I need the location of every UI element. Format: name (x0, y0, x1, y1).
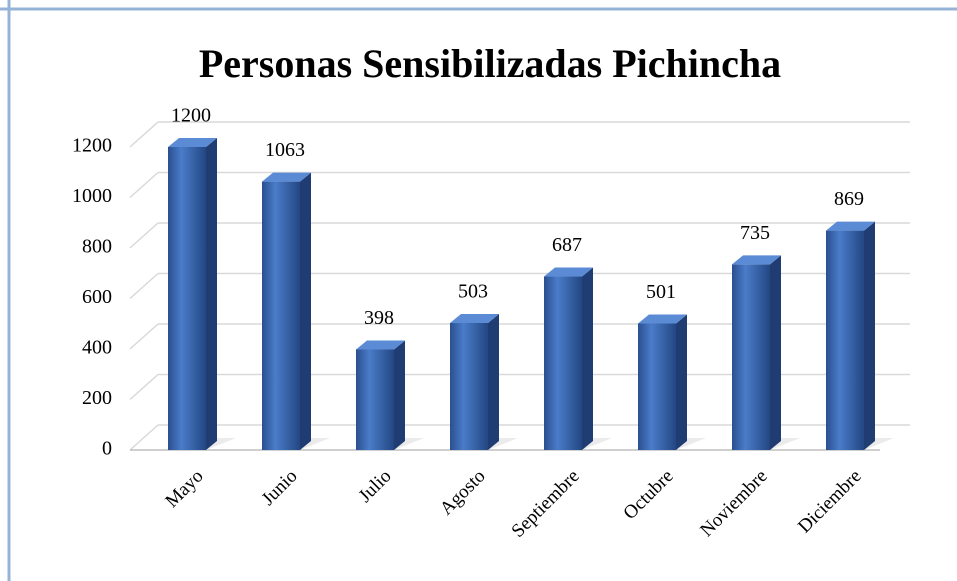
grid-line-side (129, 323, 159, 350)
bar (450, 322, 488, 450)
bar-side (864, 221, 875, 450)
value-label: 687 (552, 234, 582, 256)
bar-top (262, 172, 311, 182)
bar-top (168, 138, 217, 147)
bar (262, 181, 300, 450)
value-label: 1200 (171, 105, 211, 127)
bar-top (826, 221, 875, 231)
bar-side (488, 313, 499, 450)
grid-line-side (129, 121, 159, 148)
bar-side (770, 255, 781, 450)
grid-line-side (129, 272, 159, 300)
bar (544, 276, 582, 450)
grid-line-side (129, 373, 159, 401)
value-label: 503 (458, 281, 488, 303)
bar-side (394, 340, 405, 450)
y-tick-label: 0 (102, 438, 112, 460)
chart-title: Personas Sensibilizadas Pichincha (199, 41, 781, 86)
y-tick-label: 1200 (72, 135, 112, 157)
bar-side (676, 314, 687, 450)
value-label: 869 (834, 188, 864, 210)
bar (826, 230, 864, 450)
value-label: 1063 (265, 139, 305, 161)
y-tick-label: 400 (82, 337, 112, 359)
bar-top (450, 313, 499, 323)
value-label: 735 (740, 222, 770, 244)
bar-top (638, 314, 687, 324)
bar-top (544, 267, 593, 277)
bar (168, 147, 206, 450)
bar-side (206, 138, 217, 450)
y-tick-label: 1000 (72, 185, 112, 207)
bar-side (300, 172, 311, 450)
grid-line-side (129, 424, 159, 451)
value-label: 501 (646, 281, 676, 303)
bar-top (732, 255, 781, 265)
bar (732, 264, 770, 450)
y-tick-label: 600 (82, 286, 112, 308)
value-label: 398 (364, 307, 394, 329)
bar (638, 323, 676, 450)
grid-line-side (129, 171, 159, 199)
y-tick-label: 200 (82, 387, 112, 409)
bar-side (582, 267, 593, 450)
y-tick-label: 800 (82, 236, 112, 258)
bar-top (356, 340, 405, 350)
grid-line-side (129, 222, 159, 249)
bar (356, 349, 394, 450)
